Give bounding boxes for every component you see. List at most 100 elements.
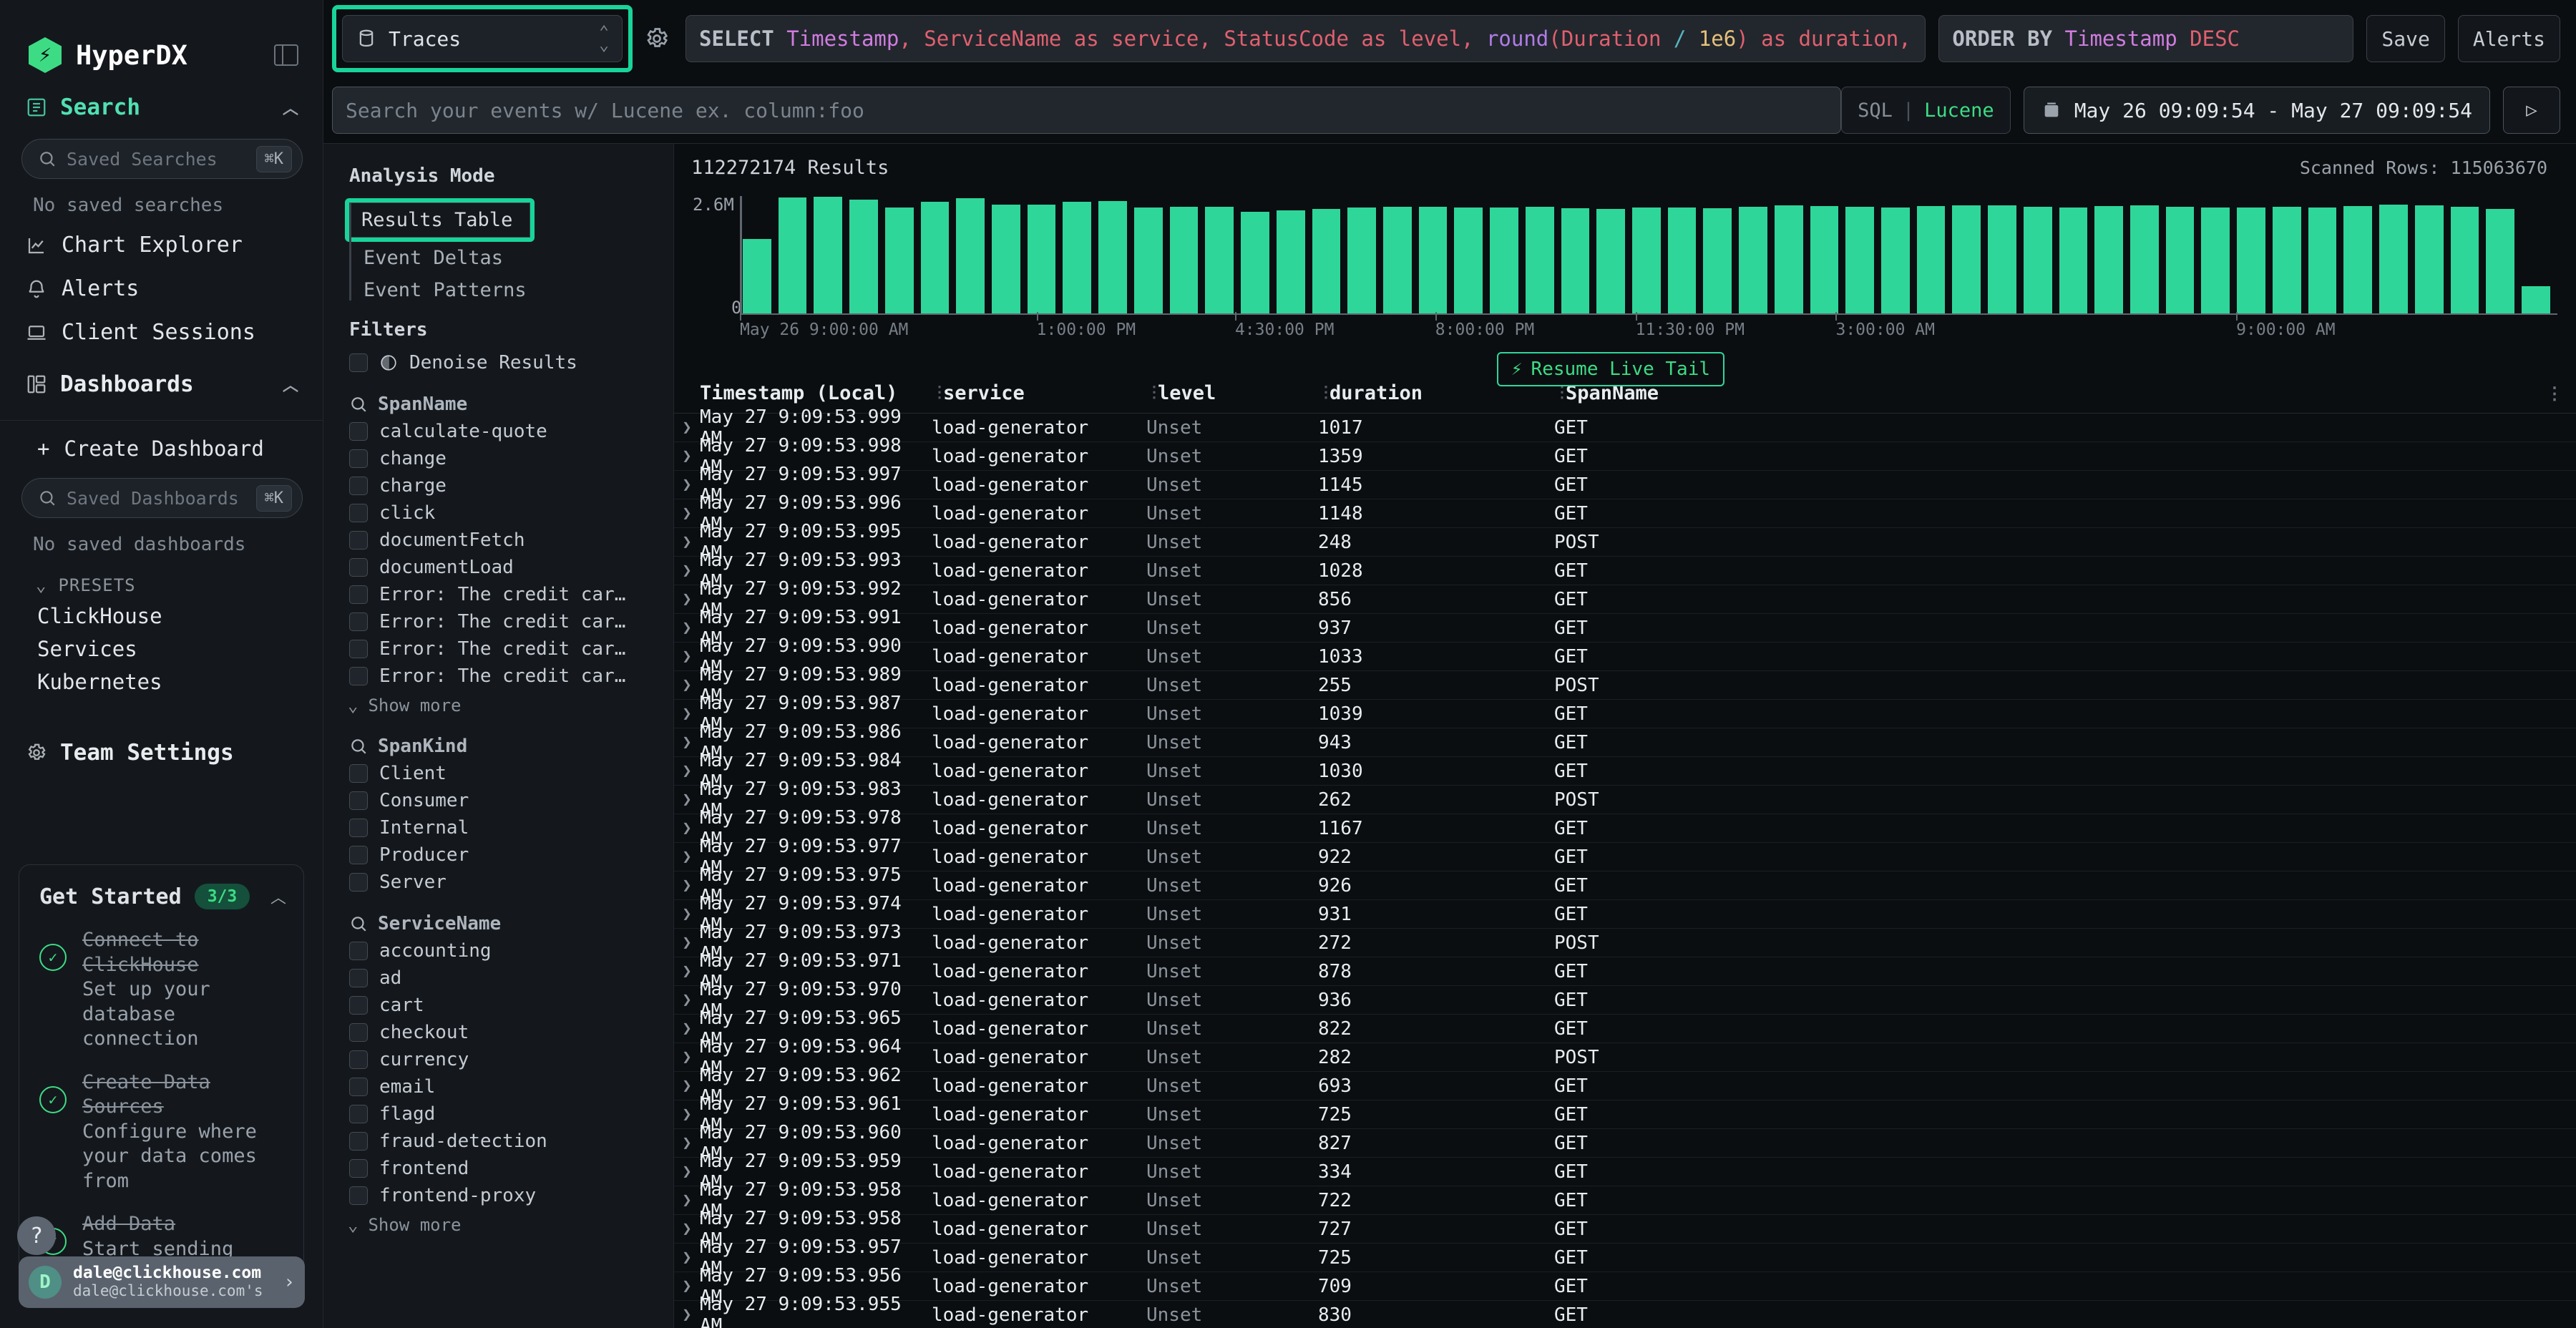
filter-option[interactable]: Server <box>323 869 673 896</box>
row-expand-icon[interactable]: ❯ <box>682 848 692 866</box>
table-row[interactable]: ❯ May 27 9:09:53.984 AM load-generator Unse… <box>674 750 2576 793</box>
table-row[interactable]: ❯ May 27 9:09:53.993 AM load-generator Unse… <box>674 550 2576 592</box>
column-resize-handle[interactable]: ⋮ <box>1554 384 1570 401</box>
filter-option[interactable]: Client <box>323 760 673 787</box>
table-row[interactable]: ❯ May 27 9:09:53.957 AM load-generator Unse… <box>674 1236 2576 1279</box>
checkbox[interactable] <box>349 819 368 837</box>
row-expand-icon[interactable]: ❯ <box>682 1220 692 1238</box>
filter-option[interactable]: checkout <box>323 1019 673 1046</box>
table-row[interactable]: ❯ May 27 9:09:53.992 AM load-generator Unse… <box>674 578 2576 621</box>
table-row[interactable]: ❯ May 27 9:09:53.991 AM load-generator Unse… <box>674 607 2576 650</box>
checkbox[interactable] <box>349 1132 368 1151</box>
row-expand-icon[interactable]: ❯ <box>682 934 692 952</box>
table-row[interactable]: ❯ May 27 9:09:53.959 AM load-generator Unse… <box>674 1151 2576 1193</box>
row-expand-icon[interactable]: ❯ <box>682 419 692 436</box>
table-row[interactable]: ❯ May 27 9:09:53.958 AM load-generator Unse… <box>674 1179 2576 1222</box>
sidebar-item-chart-explorer[interactable]: Chart Explorer <box>0 223 323 267</box>
saved-searches-input[interactable]: Saved Searches ⌘K <box>21 139 303 179</box>
sidebar-item-search[interactable]: Search ︿ <box>0 77 323 133</box>
resume-live-tail-button[interactable]: ⚡ Resume Live Tail <box>1496 352 1724 386</box>
filter-option[interactable]: click <box>323 499 673 527</box>
filter-option[interactable]: frontend-proxy <box>323 1182 673 1209</box>
table-row[interactable]: ❯ May 27 9:09:53.986 AM load-generator Unse… <box>674 721 2576 764</box>
filter-option[interactable]: Error: The credit card … <box>323 635 673 663</box>
row-expand-icon[interactable]: ❯ <box>682 877 692 894</box>
histogram-chart[interactable]: 2.6M 0 May 26 9:00:00 AM 1:00:00 PM 4:30:0… <box>674 179 2576 351</box>
checkbox[interactable] <box>349 996 368 1015</box>
checkbox[interactable] <box>349 873 368 892</box>
run-query-button[interactable]: ▷ <box>2503 87 2560 134</box>
sidebar-item-team-settings[interactable]: Team Settings <box>0 723 323 778</box>
checkbox[interactable] <box>349 640 368 658</box>
column-resize-handle[interactable]: ⋮ <box>1146 384 1162 401</box>
sidebar-item-dashboards[interactable]: Dashboards ︿ <box>0 354 323 410</box>
row-expand-icon[interactable]: ❯ <box>682 705 692 723</box>
checkbox[interactable] <box>349 531 368 550</box>
table-options-icon[interactable]: ⋮ <box>2546 383 2563 404</box>
help-button[interactable]: ? <box>17 1216 56 1255</box>
tab-results-table[interactable]: Results Table <box>349 202 531 238</box>
row-expand-icon[interactable]: ❯ <box>682 762 692 780</box>
column-resize-handle[interactable]: ⋮ <box>1318 384 1334 401</box>
sidebar-collapse-icon[interactable] <box>274 44 298 66</box>
filter-option[interactable]: Error: The credit card … <box>323 663 673 690</box>
tab-event-deltas[interactable]: Event Deltas <box>364 247 504 269</box>
row-expand-icon[interactable]: ❯ <box>682 1191 692 1209</box>
table-row[interactable]: ❯ May 27 9:09:53.975 AM load-generator Unse… <box>674 864 2576 907</box>
create-dashboard-button[interactable]: + Create Dashboard <box>0 421 323 472</box>
filter-section-header[interactable]: ServiceName <box>323 906 673 937</box>
filter-option[interactable]: accounting <box>323 937 673 965</box>
checkbox[interactable] <box>349 449 368 468</box>
row-expand-icon[interactable]: ❯ <box>682 619 692 637</box>
column-header-level[interactable]: ⋮ level <box>1146 382 1318 404</box>
table-row[interactable]: ❯ May 27 9:09:53.990 AM load-generator Unse… <box>674 635 2576 678</box>
row-expand-icon[interactable]: ❯ <box>682 504 692 522</box>
table-row[interactable]: ❯ May 27 9:09:53.977 AM load-generator Unse… <box>674 836 2576 879</box>
checkbox[interactable] <box>349 791 368 810</box>
chevron-up-icon-get-started[interactable]: ︿ <box>270 889 286 907</box>
checkbox[interactable] <box>349 477 368 495</box>
checkbox[interactable] <box>349 1159 368 1178</box>
lang-lucene-label[interactable]: Lucene <box>1924 99 1994 122</box>
checkbox[interactable] <box>349 1186 368 1205</box>
gear-icon-source[interactable] <box>644 26 670 52</box>
filter-option[interactable]: calculate-quote <box>323 418 673 445</box>
checkbox[interactable] <box>349 942 368 960</box>
checkbox[interactable] <box>349 1050 368 1069</box>
table-row[interactable]: ❯ May 27 9:09:53.956 AM load-generator Unse… <box>674 1265 2576 1308</box>
table-row[interactable]: ❯ May 27 9:09:53.999 AM load-generator Unse… <box>674 406 2576 449</box>
table-row[interactable]: ❯ May 27 9:09:53.965 AM load-generator Unse… <box>674 1007 2576 1050</box>
filter-section-header[interactable]: SpanName <box>323 386 673 418</box>
filter-option[interactable]: flagd <box>323 1100 673 1128</box>
row-expand-icon[interactable]: ❯ <box>682 1163 692 1181</box>
row-expand-icon[interactable]: ❯ <box>682 1249 692 1266</box>
show-more-spanname[interactable]: ⌄ Show more <box>323 690 673 718</box>
checkbox[interactable] <box>349 504 368 522</box>
table-row[interactable]: ❯ May 27 9:09:53.970 AM load-generator Unse… <box>674 979 2576 1022</box>
checkbox[interactable] <box>349 1105 368 1123</box>
column-resize-handle[interactable]: ⋮ <box>932 384 947 401</box>
table-row[interactable]: ❯ May 27 9:09:53.973 AM load-generator Unse… <box>674 922 2576 965</box>
checkbox[interactable] <box>349 558 368 577</box>
checkbox[interactable] <box>349 1023 368 1042</box>
filter-option[interactable]: Internal <box>323 814 673 841</box>
row-expand-icon[interactable]: ❯ <box>682 590 692 608</box>
user-account-button[interactable]: D dale@clickhouse.com dale@clickhouse.co… <box>19 1256 305 1308</box>
get-started-step[interactable]: ✓ Connect to ClickHouse Set up your data… <box>39 928 286 1052</box>
table-row[interactable]: ❯ May 27 9:09:53.971 AM load-generator Unse… <box>674 950 2576 993</box>
table-row[interactable]: ❯ May 27 9:09:53.961 AM load-generator Unse… <box>674 1093 2576 1136</box>
checkbox[interactable] <box>349 1078 368 1096</box>
show-more-servicename[interactable]: ⌄ Show more <box>323 1209 673 1238</box>
filter-option[interactable]: frontend <box>323 1155 673 1182</box>
row-expand-icon[interactable]: ❯ <box>682 962 692 980</box>
table-row[interactable]: ❯ May 27 9:09:53.955 AM load-generator Unse… <box>674 1294 2576 1328</box>
table-row[interactable]: ❯ May 27 9:09:53.995 AM load-generator Unse… <box>674 521 2576 564</box>
checkbox[interactable] <box>349 667 368 685</box>
get-started-header[interactable]: Get Started 3/3 ︿ <box>39 884 286 909</box>
table-row[interactable]: ❯ May 27 9:09:53.989 AM load-generator Unse… <box>674 664 2576 707</box>
column-header-service[interactable]: ⋮ service <box>932 382 1146 404</box>
table-row[interactable]: ❯ May 27 9:09:53.974 AM load-generator Unse… <box>674 893 2576 936</box>
column-header-duration[interactable]: ⋮ duration <box>1318 382 1554 404</box>
get-started-step[interactable]: ✓ Create Data Sources Configure where yo… <box>39 1070 286 1194</box>
row-expand-icon[interactable]: ❯ <box>682 905 692 923</box>
